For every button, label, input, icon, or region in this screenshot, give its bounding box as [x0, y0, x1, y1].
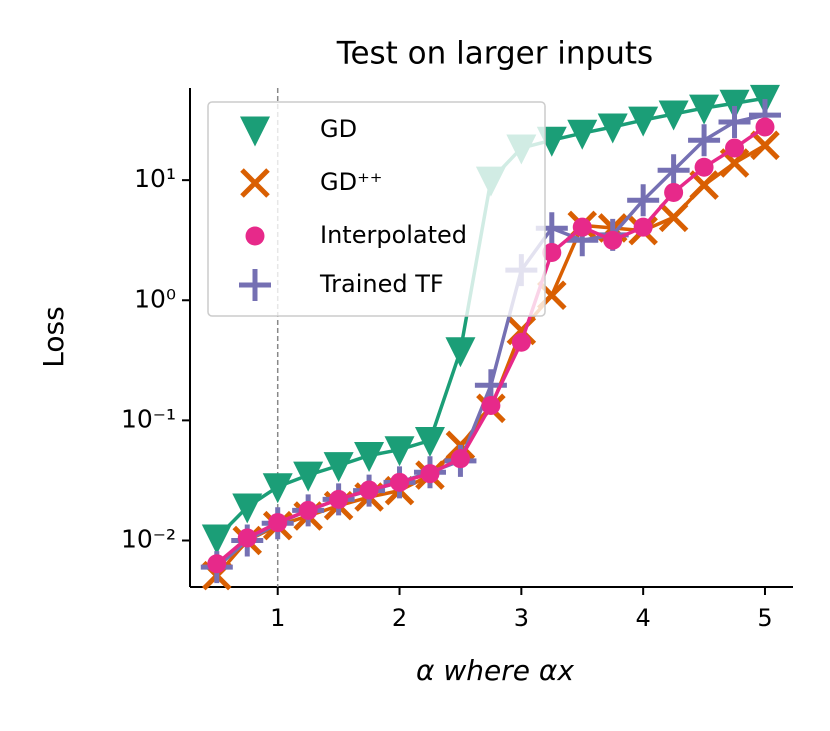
legend-label: GD⁺⁺ — [320, 168, 382, 196]
chart-title: Test on larger inputs — [336, 36, 653, 72]
marker — [384, 436, 415, 467]
marker — [201, 524, 232, 555]
marker — [450, 449, 470, 469]
marker — [542, 242, 562, 262]
x-axis-label: α where αx — [416, 654, 574, 687]
marker — [354, 442, 385, 473]
y-tick-label: 10¹ — [134, 164, 176, 193]
x-tick-label: 1 — [270, 604, 285, 632]
marker — [323, 452, 354, 483]
marker — [689, 94, 720, 125]
legend: GD GD⁺⁺ Interpolated Trained TF — [207, 101, 546, 317]
x-tick-label: 3 — [514, 604, 529, 632]
marker — [597, 113, 628, 144]
marker — [268, 513, 288, 533]
legend-marker — [240, 168, 270, 198]
marker — [603, 230, 623, 250]
marker — [511, 332, 531, 352]
marker — [628, 106, 659, 137]
y-tick-label: 10⁻² — [121, 524, 176, 553]
marker — [633, 217, 653, 237]
marker — [232, 493, 263, 524]
marker — [718, 105, 751, 138]
legend-box — [207, 101, 546, 317]
marker — [694, 157, 714, 177]
marker — [664, 182, 684, 202]
x-tick-label: 5 — [757, 604, 772, 632]
y-tick-label: 10⁰ — [134, 284, 176, 313]
legend-label: Trained TF — [319, 270, 444, 298]
marker — [750, 130, 780, 161]
marker — [688, 124, 721, 157]
marker — [420, 464, 440, 484]
legend-marker — [245, 226, 265, 246]
marker — [262, 473, 293, 504]
y-tick-label: 10⁻¹ — [121, 404, 176, 433]
x-tick-label: 2 — [392, 604, 407, 632]
legend-marker — [240, 116, 270, 147]
marker — [658, 100, 689, 131]
marker — [755, 117, 775, 137]
y-axis-label: Loss — [37, 306, 70, 367]
marker — [414, 426, 445, 457]
x-tick-label: 4 — [636, 604, 651, 632]
marker — [359, 480, 379, 500]
marker — [657, 154, 690, 187]
marker — [207, 554, 227, 574]
marker — [293, 461, 324, 492]
marker — [572, 217, 592, 237]
marker — [237, 528, 257, 548]
legend-label: Interpolated — [320, 221, 467, 249]
marker — [481, 395, 501, 415]
marker — [298, 500, 318, 520]
marker — [627, 184, 660, 217]
marker — [390, 472, 410, 492]
marker — [567, 119, 598, 150]
marker — [725, 138, 745, 158]
marker — [445, 337, 476, 368]
marker — [719, 89, 750, 120]
legend-marker — [239, 269, 271, 301]
marker — [658, 202, 689, 233]
legend-label: GD — [320, 115, 357, 143]
marker — [329, 489, 349, 509]
series — [207, 117, 775, 574]
